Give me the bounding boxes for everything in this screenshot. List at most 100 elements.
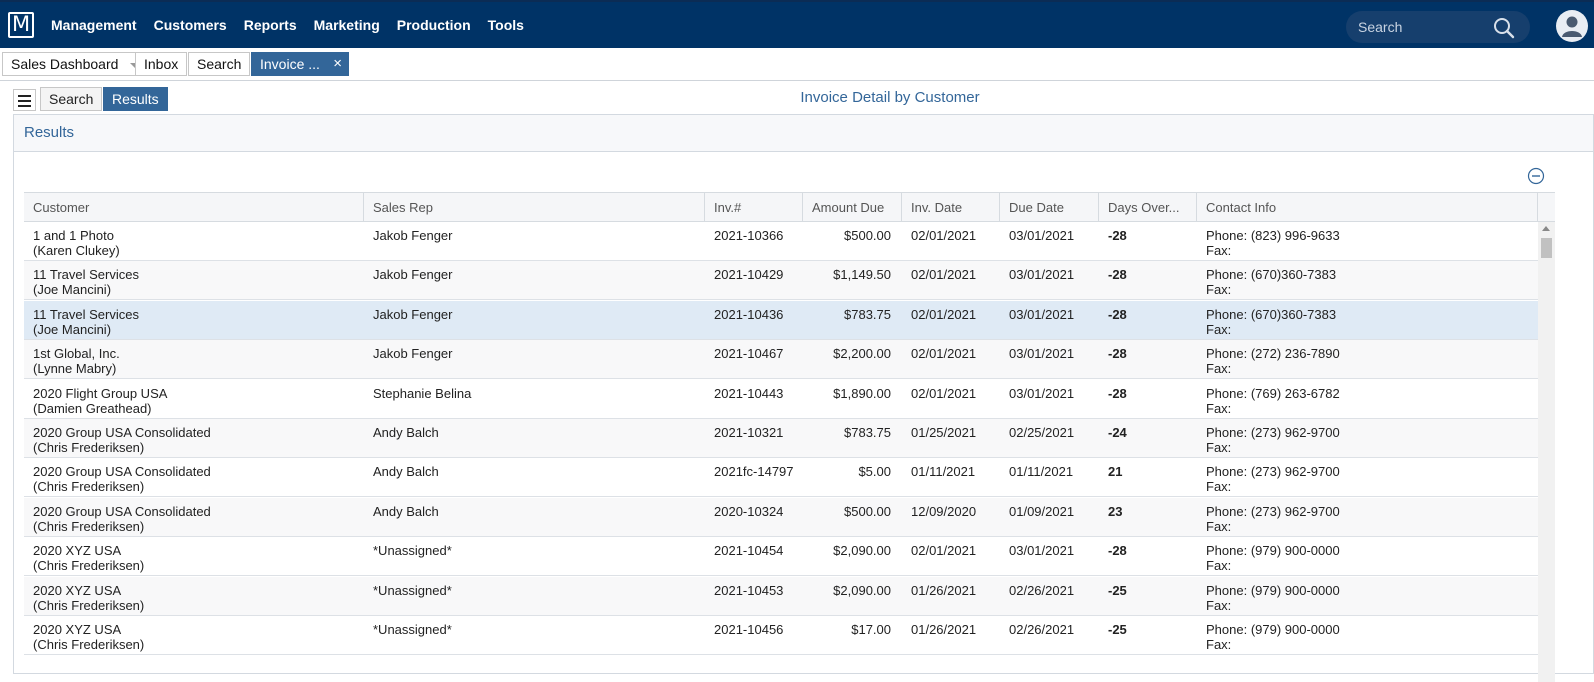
customer-name-cell: 2020 Group USA Consolidated: [33, 425, 211, 440]
customer-name-cell: 2020 XYZ USA: [33, 622, 122, 637]
due-date-cell: 03/01/2021: [1009, 386, 1075, 401]
column-header-sales-rep[interactable]: Sales Rep: [364, 193, 705, 222]
invoice-date-cell: 02/01/2021: [911, 267, 977, 282]
due-date-cell: 03/01/2021: [1009, 543, 1075, 558]
customer-name-cell: 2020 Group USA Consolidated: [33, 504, 211, 519]
column-header-due-date[interactable]: Due Date: [1000, 193, 1099, 222]
customer-contact-cell: (Joe Mancini): [33, 282, 112, 297]
customer-contact-cell: (Chris Frederiksen): [33, 519, 145, 534]
column-header-customer[interactable]: Customer: [24, 193, 364, 222]
days-overdue-cell: -25: [1108, 622, 1127, 637]
phone-cell: Phone: (273) 962-9700: [1206, 425, 1340, 440]
scroll-up-icon[interactable]: [1542, 226, 1550, 231]
user-avatar-button[interactable]: [1556, 10, 1588, 42]
amount-due-cell: $783.75: [844, 425, 891, 440]
phone-cell: Phone: (272) 236-7890: [1206, 346, 1340, 361]
phone-cell: Phone: (670)360-7383: [1206, 307, 1337, 322]
invoice-date-cell: 02/01/2021: [911, 307, 977, 322]
column-header-contact-info[interactable]: Contact Info: [1197, 193, 1538, 222]
fax-cell: Fax:: [1206, 401, 1232, 416]
search-view-button[interactable]: Search: [40, 87, 103, 111]
amount-due-cell: $5.00: [858, 464, 891, 479]
table-row[interactable]: 1st Global, Inc. (Lynne Mabry) Jakob Fenge…: [24, 340, 1538, 379]
fax-cell: Fax:: [1206, 361, 1232, 376]
invoice-date-cell: 01/26/2021: [911, 622, 977, 637]
phone-cell: Phone: (979) 900-0000: [1206, 543, 1340, 558]
close-icon[interactable]: ×: [333, 55, 342, 72]
column-header-invoice-date[interactable]: Inv. Date: [902, 193, 1000, 222]
amount-due-cell: $1,149.50: [833, 267, 891, 282]
table-row[interactable]: 2020 Group USA Consolidated (Chris Freder…: [24, 419, 1538, 458]
customer-contact-cell: (Damien Greathead): [33, 401, 152, 416]
fax-cell: Fax:: [1206, 519, 1232, 534]
table-row[interactable]: 2020 Group USA Consolidated (Chris Freder…: [24, 498, 1538, 537]
table-row[interactable]: 11 Travel Services (Joe Mancini) Jakob Fen…: [24, 301, 1538, 340]
days-overdue-cell: -25: [1108, 583, 1127, 598]
invoice-date-cell: 02/01/2021: [911, 543, 977, 558]
global-search-input[interactable]: [1356, 11, 1486, 43]
tab-search[interactable]: Search: [188, 52, 251, 76]
invoice-number-cell: 2021-10321: [714, 425, 784, 440]
column-header-invoice-number[interactable]: Inv.#: [705, 193, 803, 222]
tab-sales-dashboard[interactable]: Sales Dashboard: [2, 52, 150, 76]
invoice-date-cell: 01/11/2021: [911, 464, 976, 479]
tab-sales-dashboard-label: Sales Dashboard: [11, 56, 119, 72]
menu-icon-bar: [18, 105, 31, 107]
invoice-number-cell: 2021-10436: [714, 307, 784, 322]
customer-contact-cell: (Karen Clukey): [33, 243, 120, 258]
fax-cell: Fax:: [1206, 282, 1232, 297]
amount-due-cell: $783.75: [844, 307, 891, 322]
sales-rep-cell: Jakob Fenger: [373, 307, 453, 322]
days-overdue-cell: -28: [1108, 267, 1127, 282]
tab-bar: Sales Dashboard Inbox Search Invoice ...…: [0, 48, 1594, 81]
scroll-thumb[interactable]: [1541, 238, 1552, 258]
invoice-number-cell: 2020-10324: [714, 504, 784, 519]
column-header-amount-due[interactable]: Amount Due: [803, 193, 902, 222]
amount-due-cell: $500.00: [844, 504, 891, 519]
results-view-button[interactable]: Results: [103, 87, 168, 111]
nav-reports[interactable]: Reports: [243, 17, 297, 33]
nav-marketing[interactable]: Marketing: [313, 17, 380, 33]
customer-name-cell: 11 Travel Services: [33, 267, 139, 282]
days-overdue-cell: -28: [1108, 386, 1127, 401]
tab-inbox[interactable]: Inbox: [135, 52, 188, 76]
nav-management[interactable]: Management: [51, 17, 137, 33]
tab-invoice[interactable]: Invoice ... ×: [251, 52, 349, 76]
phone-cell: Phone: (670)360-7383: [1206, 267, 1337, 282]
due-date-cell: 02/25/2021: [1009, 425, 1075, 440]
search-icon[interactable]: [1493, 17, 1515, 39]
table-row[interactable]: 2020 Flight Group USA (Damien Greathead) S…: [24, 380, 1538, 419]
sales-rep-cell: *Unassigned*: [373, 583, 452, 598]
table-scrollbar[interactable]: [1538, 222, 1555, 682]
fax-cell: Fax:: [1206, 598, 1232, 613]
customer-name-cell: 1 and 1 Photo: [33, 228, 114, 243]
user-icon: [1562, 16, 1582, 37]
phone-cell: Phone: (769) 263-6782: [1206, 386, 1340, 401]
page-title: Invoice Detail by Customer: [800, 89, 980, 106]
customer-contact-cell: (Chris Frederiksen): [33, 440, 145, 455]
invoice-number-cell: 2021-10366: [714, 228, 784, 243]
table-row[interactable]: 2020 Group USA Consolidated (Chris Freder…: [24, 458, 1538, 497]
nav-tools[interactable]: Tools: [487, 17, 524, 33]
column-header-days-overdue[interactable]: Days Over...: [1099, 193, 1197, 222]
amount-due-cell: $500.00: [844, 228, 891, 243]
table-row[interactable]: 2020 XYZ USA (Chris Frederiksen) *Unassign…: [24, 616, 1538, 655]
table-row[interactable]: 2020 XYZ USA (Chris Frederiksen) *Unassign…: [24, 537, 1538, 576]
fax-cell: Fax:: [1206, 440, 1232, 455]
invoice-number-cell: 2021fc-14797: [714, 464, 794, 479]
sales-rep-cell: Andy Balch: [373, 504, 439, 519]
app-logo[interactable]: M: [8, 12, 34, 38]
table-row[interactable]: 11 Travel Services (Joe Mancini) Jakob Fen…: [24, 261, 1538, 300]
nav-production[interactable]: Production: [396, 17, 471, 33]
collapse-icon[interactable]: [1527, 167, 1545, 185]
sales-rep-cell: Jakob Fenger: [373, 346, 453, 361]
phone-cell: Phone: (273) 962-9700: [1206, 464, 1340, 479]
amount-due-cell: $2,090.00: [833, 583, 891, 598]
due-date-cell: 03/01/2021: [1009, 228, 1075, 243]
nav-customers[interactable]: Customers: [153, 17, 227, 33]
results-panel-title: Results: [24, 124, 75, 141]
table-row[interactable]: 1 and 1 Photo (Karen Clukey) Jakob Fenger 2…: [24, 222, 1538, 261]
table-row[interactable]: 2020 XYZ USA (Chris Frederiksen) *Unassign…: [24, 577, 1538, 616]
hamburger-menu-button[interactable]: [13, 89, 36, 111]
invoice-date-cell: 02/01/2021: [911, 228, 977, 243]
